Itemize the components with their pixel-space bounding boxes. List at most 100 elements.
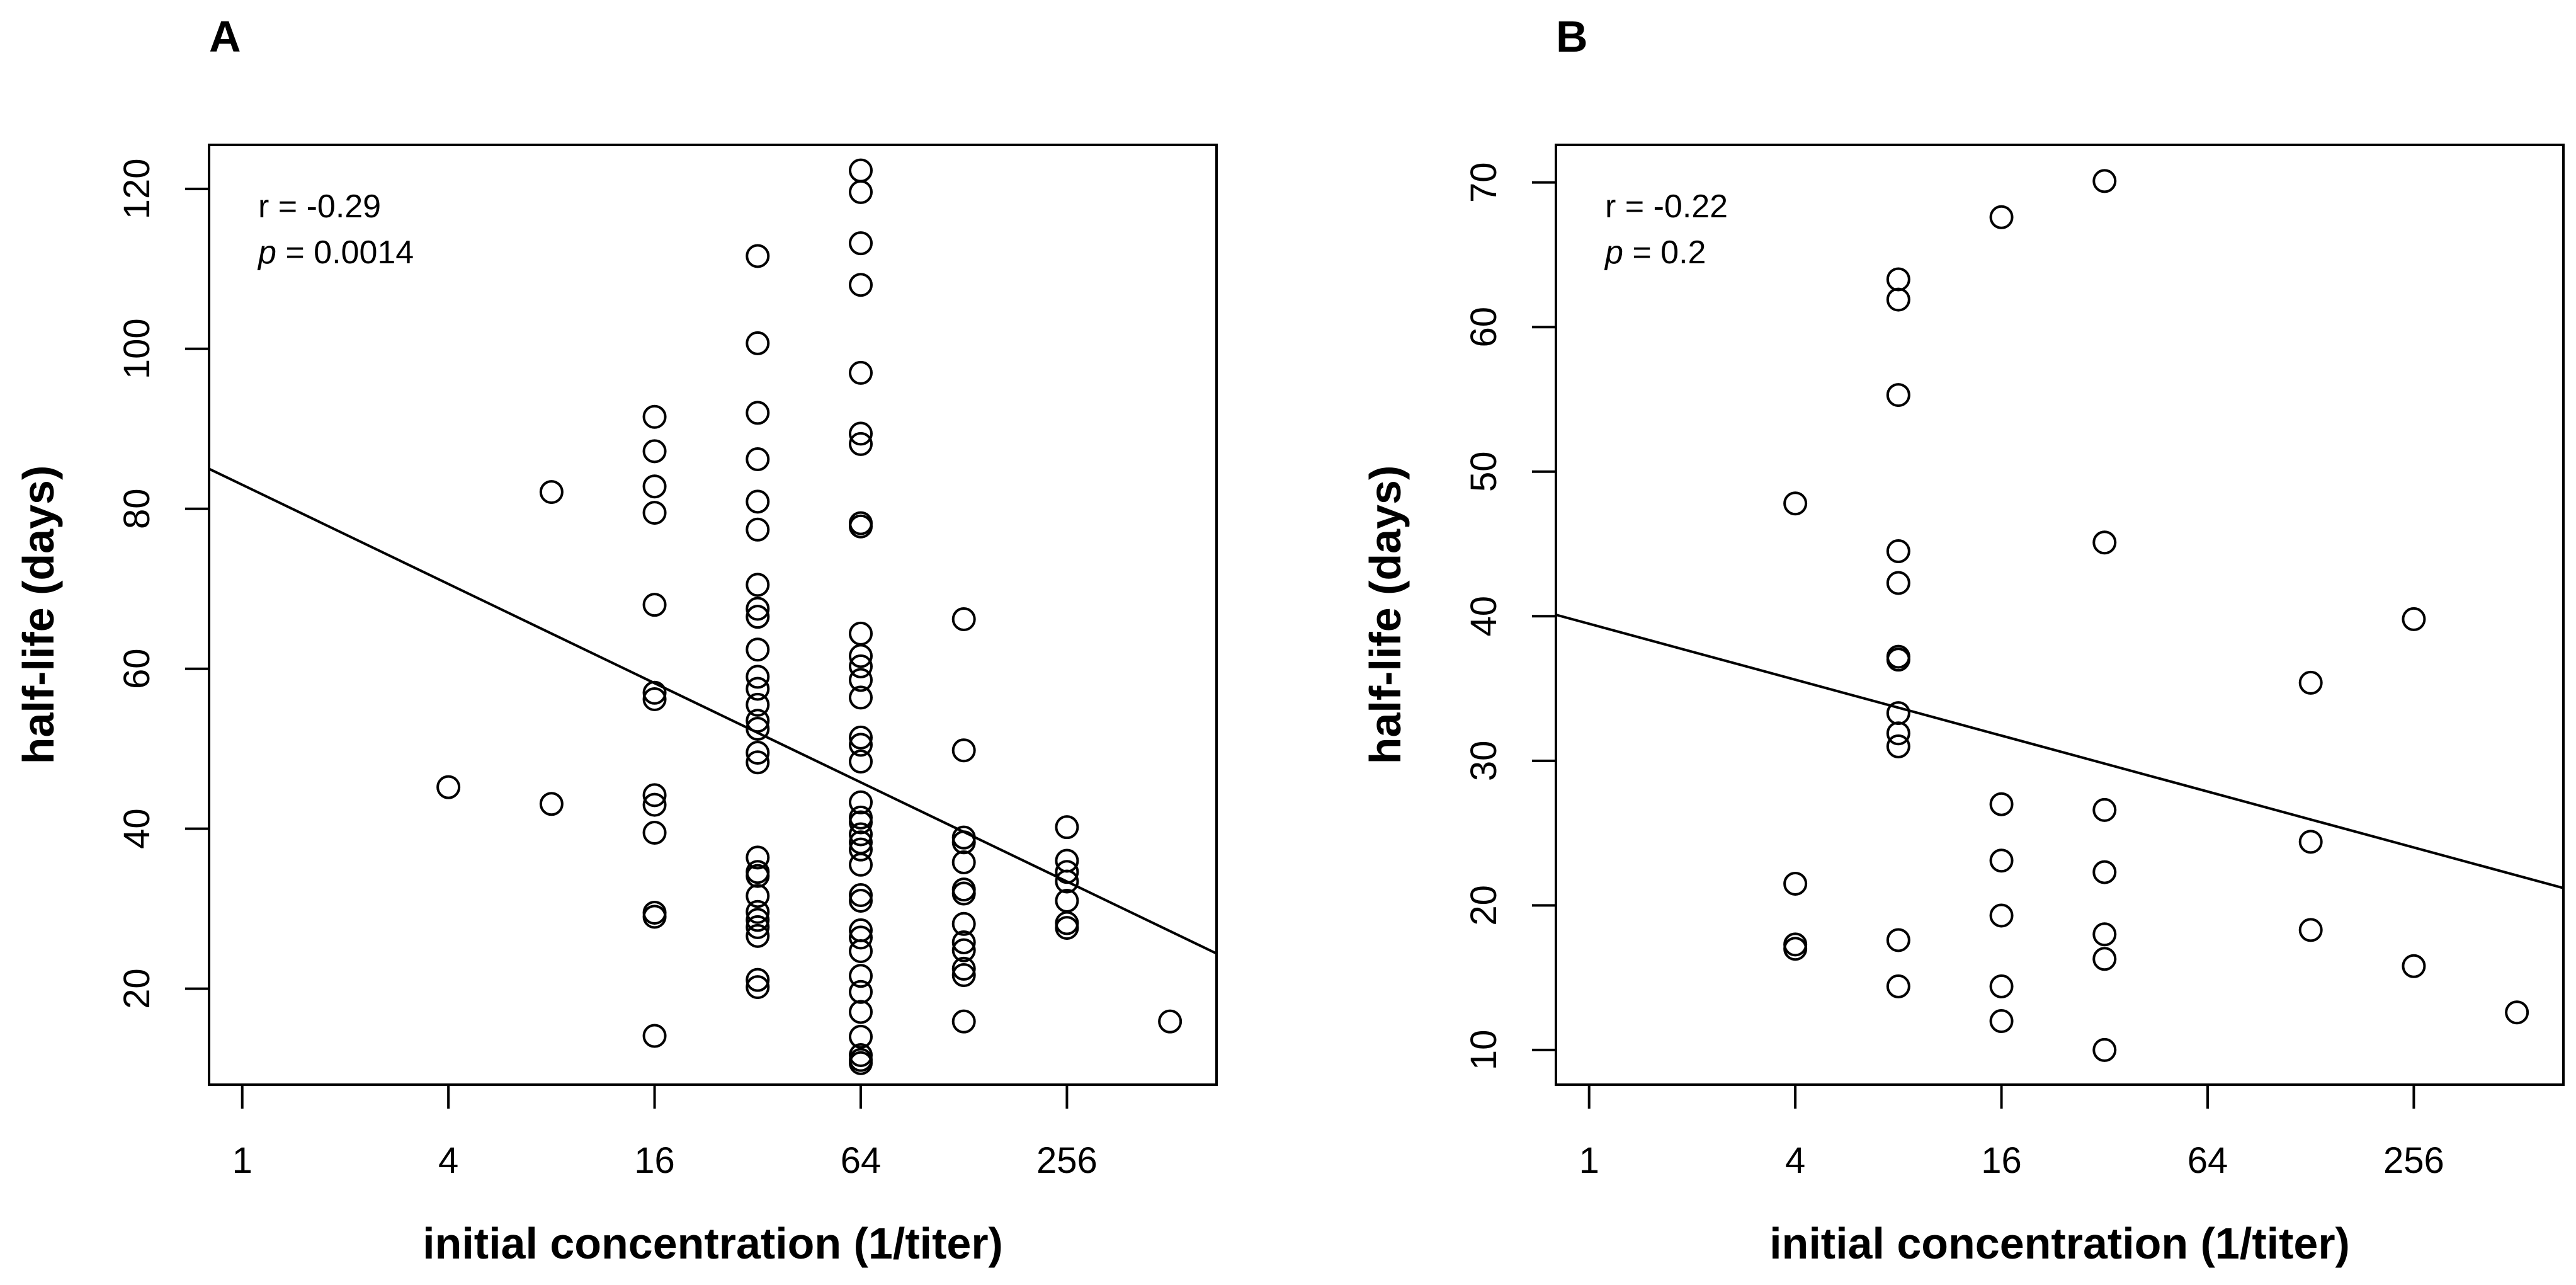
data-point — [2402, 954, 2426, 978]
y-tick-label: 60 — [116, 648, 157, 689]
data-point — [951, 881, 976, 906]
data-point — [746, 597, 770, 621]
y-axis-title: half-life (days) — [1361, 465, 1410, 765]
x-tick-label: 1 — [1579, 1140, 1599, 1181]
data-point — [848, 979, 873, 1004]
data-point — [642, 474, 667, 499]
data-point — [848, 360, 873, 385]
data-point — [951, 911, 976, 936]
data-point — [848, 654, 873, 678]
data-point — [1886, 287, 1910, 312]
data-point — [2092, 860, 2117, 884]
plot-frame — [208, 144, 1218, 1086]
data-point — [848, 431, 873, 456]
data-point — [848, 685, 873, 710]
data-point — [746, 923, 770, 948]
y-tick-label: 10 — [1463, 1030, 1504, 1071]
x-tick-label: 256 — [2383, 1140, 2444, 1181]
data-point — [1783, 871, 1808, 896]
data-point — [1989, 848, 2014, 873]
data-point — [951, 963, 976, 988]
data-point — [951, 956, 976, 981]
data-point — [746, 741, 770, 765]
data-point — [642, 680, 667, 705]
y-tick-label: 50 — [1463, 451, 1504, 492]
y-tick-label: 20 — [1463, 885, 1504, 926]
data-point — [2298, 670, 2323, 695]
data-point — [746, 517, 770, 542]
data-point — [951, 607, 976, 631]
data-point — [1055, 860, 1079, 884]
panel-b: B 1 4 16 64 256 10 20 30 40 50 60 70 initial conce… — [1361, 12, 2565, 1268]
data-point — [1989, 205, 2014, 229]
data-point — [1055, 916, 1079, 940]
data-point — [1783, 491, 1808, 516]
data-point — [951, 830, 976, 855]
data-point — [848, 925, 873, 950]
data-point — [746, 637, 770, 662]
data-point — [746, 975, 770, 1000]
data-point — [848, 733, 873, 757]
data-point — [848, 888, 873, 913]
data-point — [746, 331, 770, 355]
y-tick-label: 20 — [116, 968, 157, 1009]
data-point — [848, 621, 873, 646]
data-point — [1783, 937, 1808, 961]
y-axis: 10 20 30 40 50 60 70 — [1463, 162, 1556, 1070]
y-axis: 20 40 60 80 100 120 — [116, 158, 209, 1009]
data-point — [746, 447, 770, 472]
p-value: = 0.0014 — [276, 234, 414, 271]
data-point — [746, 244, 770, 268]
data-point — [642, 404, 667, 429]
x-tick-label: 4 — [438, 1140, 458, 1181]
data-point — [1055, 869, 1079, 894]
data-point — [848, 273, 873, 297]
correlation-label: r = -0.29 — [258, 188, 381, 225]
panel-letter-a: A — [209, 12, 241, 61]
data-point — [1886, 383, 1910, 408]
data-point — [1158, 1009, 1183, 1034]
data-point — [848, 725, 873, 750]
data-point — [642, 687, 667, 711]
data-point — [848, 822, 873, 847]
data-point — [746, 692, 770, 717]
data-point — [848, 964, 873, 988]
data-point — [848, 514, 873, 539]
panel-a: A 1 4 16 64 256 20 40 60 80 100 120 initial conce… — [14, 12, 1218, 1268]
x-axis-title: initial concentration (1/titer) — [423, 1219, 1003, 1268]
data-point — [746, 605, 770, 629]
data-point — [1989, 1009, 2014, 1034]
data-point — [1989, 974, 2014, 998]
panel-letter-b: B — [1556, 12, 1588, 61]
data-point — [2092, 947, 2117, 971]
correlation-label: r = -0.22 — [1605, 188, 1728, 225]
data-point — [2298, 918, 2323, 942]
data-point — [848, 644, 873, 668]
data-point — [951, 938, 976, 962]
p-symbol: p — [257, 234, 276, 271]
data-point — [1886, 734, 1910, 758]
data-point — [642, 821, 667, 845]
data-point — [951, 930, 976, 954]
data-points — [436, 158, 1183, 1075]
data-point — [848, 810, 873, 835]
data-point — [1989, 792, 2014, 816]
data-point — [1886, 974, 1910, 998]
data-point — [848, 668, 873, 692]
y-tick-label: 80 — [116, 488, 157, 529]
y-tick-label: 120 — [116, 158, 157, 219]
data-point — [746, 489, 770, 514]
y-tick-label: 70 — [1463, 162, 1504, 203]
data-point — [642, 501, 667, 525]
x-tick-label: 1 — [232, 1140, 252, 1181]
data-point — [848, 158, 873, 183]
data-point — [746, 716, 770, 741]
data-point — [2092, 922, 2117, 947]
data-point — [642, 905, 667, 929]
y-tick-label: 30 — [1463, 741, 1504, 782]
data-point — [642, 792, 667, 817]
data-point — [2402, 607, 2426, 631]
data-point — [2092, 1037, 2117, 1062]
x-axis: 1 4 16 64 256 — [232, 1083, 1098, 1181]
